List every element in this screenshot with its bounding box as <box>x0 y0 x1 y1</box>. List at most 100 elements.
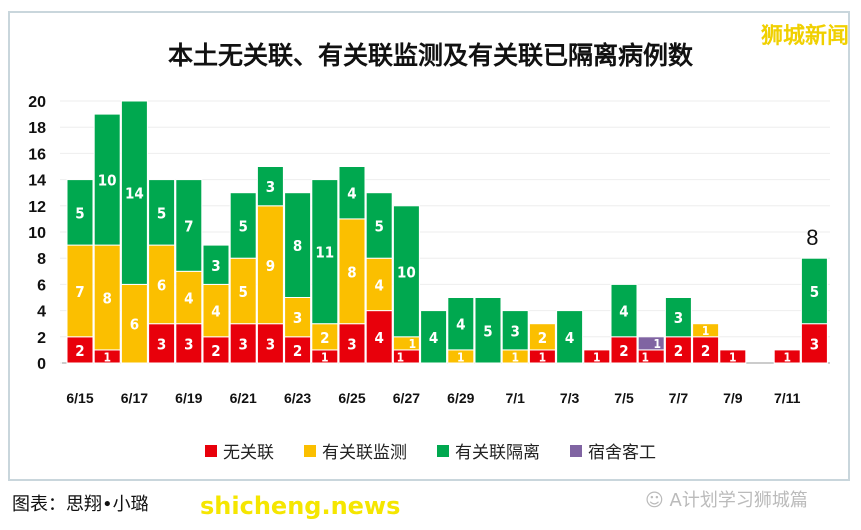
legend: 无关联 有关联监测 有关联隔离 宿舍客工 <box>0 438 861 463</box>
data-label: 3 <box>266 335 275 353</box>
bar-segment <box>692 323 720 338</box>
data-label: 2 <box>320 329 329 347</box>
y-tick-label: 20 <box>28 94 46 111</box>
y-tick-label: 14 <box>28 173 46 190</box>
legend-item: 有关联监测 <box>304 438 407 463</box>
bar-segment <box>501 310 529 351</box>
chart-credit: 图表：思翔•小璐 <box>12 494 149 515</box>
bar-segment <box>93 244 121 351</box>
data-label: 3 <box>511 322 520 340</box>
data-label: 5 <box>483 322 492 340</box>
data-label: 3 <box>674 309 683 327</box>
legend-swatch <box>205 444 217 457</box>
data-label: 3 <box>157 335 166 353</box>
x-tick-label: 6/17 <box>121 390 148 406</box>
data-label: 2 <box>674 342 683 360</box>
x-tick-label: 6/29 <box>447 390 474 406</box>
data-label: 2 <box>211 342 220 360</box>
bar-segment <box>284 192 312 298</box>
data-label: 1 <box>783 350 791 364</box>
data-label: 2 <box>538 329 547 347</box>
bar-segment <box>148 244 176 325</box>
wechat-account: ☺ A计划学习狮城篇 <box>645 490 808 511</box>
data-label: 3 <box>184 335 193 353</box>
bar-segment <box>175 323 203 364</box>
legend-label: 无关联 <box>223 443 274 463</box>
bar-segment <box>420 310 448 364</box>
bar-segment <box>447 297 475 351</box>
data-label: 1 <box>397 350 405 364</box>
data-label: 4 <box>347 185 356 203</box>
bar-segment <box>800 257 828 325</box>
bar-segment <box>175 179 203 272</box>
bar-segment <box>66 244 94 338</box>
data-label: 6 <box>130 316 139 334</box>
bar-segment <box>148 179 176 246</box>
bar-segment <box>338 166 366 220</box>
y-tick-label: 10 <box>28 225 46 242</box>
x-tick-label: 6/21 <box>230 390 257 406</box>
bar-segment <box>474 297 502 364</box>
bar-segment <box>202 244 230 285</box>
data-label: 1 <box>702 324 710 338</box>
x-tick-label: 6/27 <box>393 390 420 406</box>
bar-segment <box>528 323 556 351</box>
bar-segment <box>365 192 393 259</box>
bar-segment <box>365 257 393 312</box>
data-label: 1 <box>409 337 417 351</box>
data-label: 4 <box>429 329 438 347</box>
data-label: 4 <box>565 329 574 347</box>
bar-segment <box>719 349 747 364</box>
legend-label: 宿舍客工 <box>588 443 656 463</box>
data-label: 14 <box>125 185 144 203</box>
x-tick-label: 6/15 <box>66 390 93 406</box>
watermark-logo: 狮城新闻 <box>760 24 849 49</box>
legend-label: 有关联隔离 <box>455 443 540 463</box>
data-label: 4 <box>619 303 628 321</box>
data-label: 4 <box>375 276 384 294</box>
x-tick-label: 7/11 <box>774 390 801 406</box>
data-label: 2 <box>701 342 710 360</box>
data-label: 9 <box>266 257 275 275</box>
data-label: 3 <box>211 257 220 275</box>
bar-segment <box>93 113 121 246</box>
data-label: 1 <box>539 350 547 364</box>
data-label: 1 <box>457 350 465 364</box>
legend-swatch <box>570 444 582 457</box>
legend-item: 有关联隔离 <box>437 438 540 463</box>
watermark-site: shicheng.news <box>200 492 401 520</box>
y-tick-label: 6 <box>37 277 46 294</box>
data-label: 5 <box>239 217 248 235</box>
y-tick-label: 18 <box>28 120 46 137</box>
data-label: 3 <box>293 309 302 327</box>
data-label: 2 <box>75 342 84 360</box>
y-tick-label: 0 <box>37 356 46 373</box>
bar-segment <box>120 100 148 285</box>
data-label: 7 <box>75 283 84 301</box>
data-label: 10 <box>98 172 117 190</box>
bar-segment <box>175 270 203 325</box>
data-label: 4 <box>184 290 193 308</box>
data-label: 2 <box>619 342 628 360</box>
data-label: 3 <box>347 335 356 353</box>
data-label: 3 <box>266 178 275 196</box>
bar-segment <box>229 192 257 259</box>
bar-segment <box>202 283 230 338</box>
bar-segment <box>120 283 148 364</box>
data-label: 5 <box>375 217 384 235</box>
bar-segment <box>338 323 366 364</box>
data-label: 6 <box>157 276 166 294</box>
data-label: 5 <box>239 283 248 301</box>
x-tick-label: 7/5 <box>614 390 634 406</box>
data-label: 1 <box>593 350 601 364</box>
bar-segment <box>392 205 420 338</box>
data-label: 1 <box>511 350 519 364</box>
bar-segment <box>556 310 584 364</box>
data-label: 1 <box>653 337 661 351</box>
y-tick-label: 8 <box>37 251 46 268</box>
bar-segment <box>610 283 638 338</box>
bar-segment <box>148 323 176 364</box>
chart-title: 本土无关联、有关联监测及有关联已隔离病例数 <box>167 41 693 70</box>
legend-swatch <box>437 444 449 457</box>
